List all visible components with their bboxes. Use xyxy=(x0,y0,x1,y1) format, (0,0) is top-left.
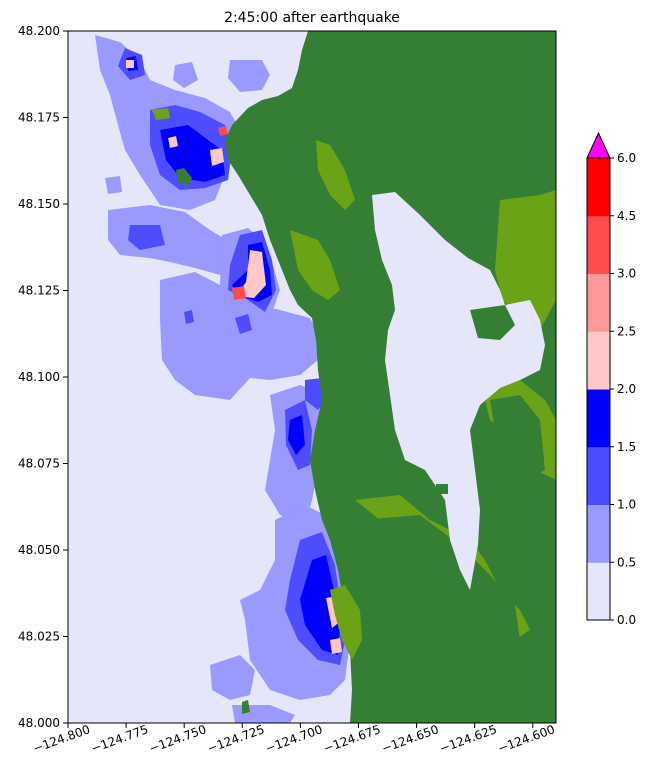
colorbar-label: 1.0 xyxy=(617,498,636,512)
colorbar-extend-arrow xyxy=(586,131,611,159)
y-tick-label: 48.075 xyxy=(18,457,60,471)
x-tick-label: −124.675 xyxy=(322,722,383,756)
island-1 xyxy=(176,168,192,186)
y-tick-label: 48.050 xyxy=(18,543,60,557)
depth-band-3.0-4.5 xyxy=(218,126,246,300)
x-tick-label: −124.650 xyxy=(380,722,441,756)
plot-area xyxy=(68,31,556,723)
lake-inlet-land xyxy=(470,305,515,340)
land-lowland-3 xyxy=(495,190,556,340)
chart-title: 2:45:00 after earthquake xyxy=(224,10,400,26)
colorbar-label: 2.0 xyxy=(617,382,636,396)
x-axis: −124.800−124.775−124.750−124.725−124.700… xyxy=(31,722,557,756)
x-tick-label: −124.775 xyxy=(89,722,150,756)
colorbar-label: 4.5 xyxy=(617,209,636,223)
y-tick-label: 48.100 xyxy=(18,370,60,384)
colorbar-segment xyxy=(587,389,610,448)
y-tick-label: 48.125 xyxy=(18,284,60,298)
colorbar: 0.0 0.5 1.0 1.5 2.0 2.5 3.0 4.5 6.0 xyxy=(586,131,636,627)
y-tick-label: 48.025 xyxy=(18,630,60,644)
land-lowland-5 xyxy=(330,585,362,660)
y-tick-label: 48.000 xyxy=(18,716,60,730)
colorbar-label: 2.5 xyxy=(617,324,636,338)
y-tick-label: 48.150 xyxy=(18,197,60,211)
land-hill-2 xyxy=(490,395,545,480)
x-tick-label: −124.700 xyxy=(263,722,324,756)
colorbar-label: 0.5 xyxy=(617,555,636,569)
x-tick-label: −124.725 xyxy=(205,722,266,756)
y-tick-label: 48.175 xyxy=(18,111,60,125)
colorbar-segment xyxy=(587,504,610,563)
island-2 xyxy=(152,108,170,120)
land-hill-3 xyxy=(355,515,520,660)
y-axis: 48.000 48.025 48.050 48.075 48.100 48.125 48.1… xyxy=(18,24,68,730)
colorbar-segment xyxy=(587,273,610,332)
inland-lake xyxy=(372,192,545,590)
colorbar-label: 0.0 xyxy=(617,613,636,627)
colorbar-segment xyxy=(587,446,610,505)
colorbar-label: 3.0 xyxy=(617,267,636,281)
lake-islet xyxy=(436,484,448,494)
island-3 xyxy=(242,700,250,714)
colorbar-label: 1.5 xyxy=(617,440,636,454)
colorbar-segment xyxy=(587,331,610,390)
y-tick-label: 48.200 xyxy=(18,24,60,38)
colorbar-segment xyxy=(587,562,610,621)
land-lowland-6 xyxy=(316,140,355,210)
x-tick-label: −124.600 xyxy=(496,722,557,756)
x-tick-label: −124.750 xyxy=(147,722,208,756)
x-tick-label: −124.625 xyxy=(438,722,499,756)
colorbar-segment xyxy=(587,158,610,217)
colorbar-label: 6.0 xyxy=(617,151,636,165)
colorbar-segment xyxy=(587,215,610,274)
land-lowland-1 xyxy=(290,230,340,300)
